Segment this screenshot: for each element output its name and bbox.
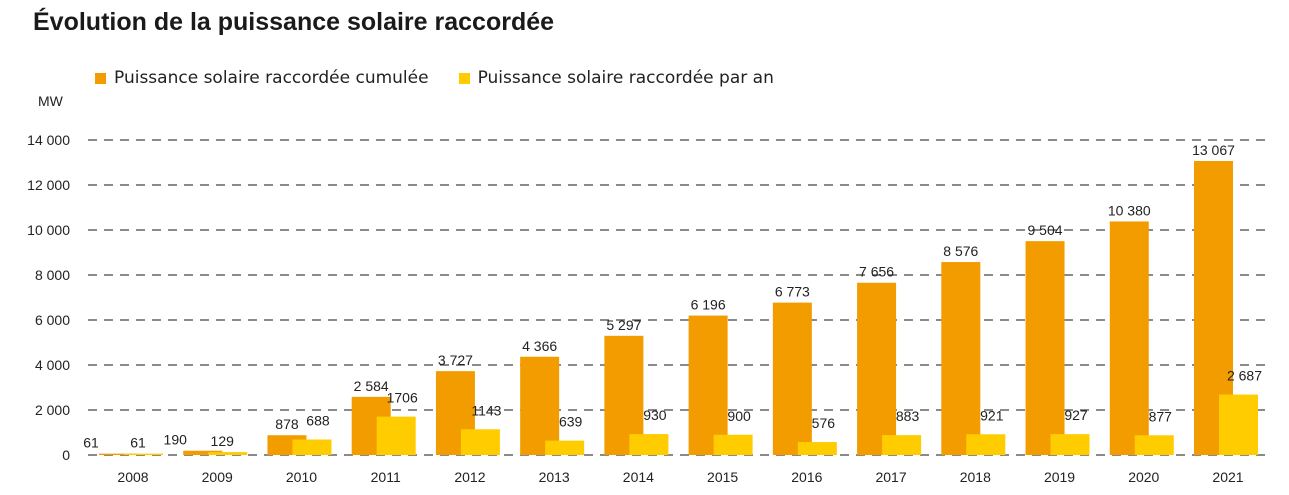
bar-cumulative: [1109, 221, 1149, 455]
bar-annual: [376, 416, 416, 455]
bar-cumulative: [520, 356, 560, 455]
data-label-annual: 1706: [387, 390, 418, 406]
x-tick-label: 2021: [1212, 469, 1243, 485]
legend-swatch-annual: [458, 72, 470, 84]
data-label-annual: 639: [559, 414, 583, 430]
data-label-annual: 576: [812, 415, 836, 431]
bar-annual: [966, 434, 1006, 455]
bar-annual: [460, 429, 500, 455]
bar-annual: [629, 434, 669, 455]
bar-annual: [1050, 434, 1090, 455]
data-label-annual: 930: [643, 407, 667, 423]
data-label-cumulative: 190: [164, 432, 188, 448]
data-label-cumulative: 10 380: [1108, 202, 1151, 218]
x-tick-label: 2008: [117, 469, 148, 485]
bar-annual: [545, 440, 585, 455]
data-label-cumulative: 13 067: [1192, 142, 1235, 158]
legend-item-annual: Puissance solaire raccordée par an: [458, 68, 774, 88]
y-tick-label: 4 000: [35, 357, 70, 373]
legend-label-cumulative: Puissance solaire raccordée cumulée: [114, 68, 429, 88]
y-axis-label: MW: [38, 93, 64, 109]
legend: Puissance solaire raccordée cumulée Puis…: [95, 68, 774, 88]
bar-cumulative: [183, 450, 223, 455]
x-tick-label: 2010: [286, 469, 317, 485]
legend-label-annual: Puissance solaire raccordée par an: [477, 68, 774, 88]
y-tick-label: 8 000: [35, 267, 70, 283]
data-label-cumulative: 6 773: [775, 284, 810, 300]
x-tick-label: 2018: [960, 469, 991, 485]
bar-annual: [124, 453, 163, 455]
bar-cumulative: [857, 282, 897, 455]
data-label-cumulative: 61: [83, 435, 99, 451]
y-tick-label: 10 000: [27, 222, 70, 238]
x-tick-label: 2009: [202, 469, 233, 485]
bar-cumulative: [941, 262, 981, 455]
x-tick-label: 2011: [371, 469, 401, 485]
bar-annual: [292, 439, 332, 455]
x-tick-label: 2015: [707, 469, 738, 485]
chart-title: Évolution de la puissance solaire raccor…: [33, 8, 555, 36]
data-label-annual: 1143: [471, 402, 501, 418]
x-tick-label: 2017: [875, 469, 906, 485]
data-label-annual: 129: [211, 433, 235, 449]
bar-annual: [1219, 394, 1258, 455]
data-label-cumulative: 2 584: [354, 378, 389, 394]
data-label-annual: 877: [1149, 408, 1173, 424]
bar-annual: [1134, 435, 1174, 455]
x-tick-label: 2019: [1044, 469, 1075, 485]
data-label-annual: 883: [896, 408, 920, 424]
bar-cumulative: [99, 453, 138, 455]
data-label-cumulative: 6 196: [691, 297, 726, 313]
data-label-cumulative: 878: [275, 416, 299, 432]
data-label-cumulative: 7 656: [859, 264, 894, 280]
x-tick-label: 2016: [791, 469, 822, 485]
y-tick-label: 0: [62, 447, 70, 463]
data-label-cumulative: 3 727: [438, 352, 473, 368]
data-label-cumulative: 4 366: [522, 338, 557, 354]
data-label-annual: 61: [130, 435, 146, 451]
bar-cumulative: [1025, 241, 1065, 455]
data-label-cumulative: 5 297: [606, 317, 641, 333]
data-label-annual: 688: [306, 413, 330, 429]
x-tick-label: 2013: [539, 469, 570, 485]
data-label-annual: 900: [727, 408, 751, 424]
bar-cumulative: [772, 302, 812, 455]
y-tick-label: 6 000: [35, 312, 70, 328]
bar-annual: [797, 442, 837, 455]
bar-annual: [208, 452, 248, 455]
y-tick-label: 2 000: [35, 402, 70, 418]
x-tick-label: 2020: [1128, 469, 1159, 485]
y-tick-label: 12 000: [27, 177, 70, 193]
legend-item-cumulative: Puissance solaire raccordée cumulée: [95, 68, 429, 88]
data-label-annual: 927: [1064, 407, 1088, 423]
data-label-cumulative: 9 504: [1028, 222, 1063, 238]
bar-annual: [882, 435, 922, 455]
data-label-annual: 921: [980, 407, 1004, 423]
x-tick-label: 2012: [454, 469, 485, 485]
bar-annual: [713, 434, 753, 455]
bar-cumulative: [688, 315, 728, 455]
y-tick-label: 14 000: [27, 132, 70, 148]
data-label-annual: 2 687: [1227, 368, 1262, 384]
x-tick-label: 2014: [623, 469, 654, 485]
data-label-cumulative: 8 576: [943, 243, 978, 259]
legend-swatch-cumulative: [95, 72, 106, 84]
